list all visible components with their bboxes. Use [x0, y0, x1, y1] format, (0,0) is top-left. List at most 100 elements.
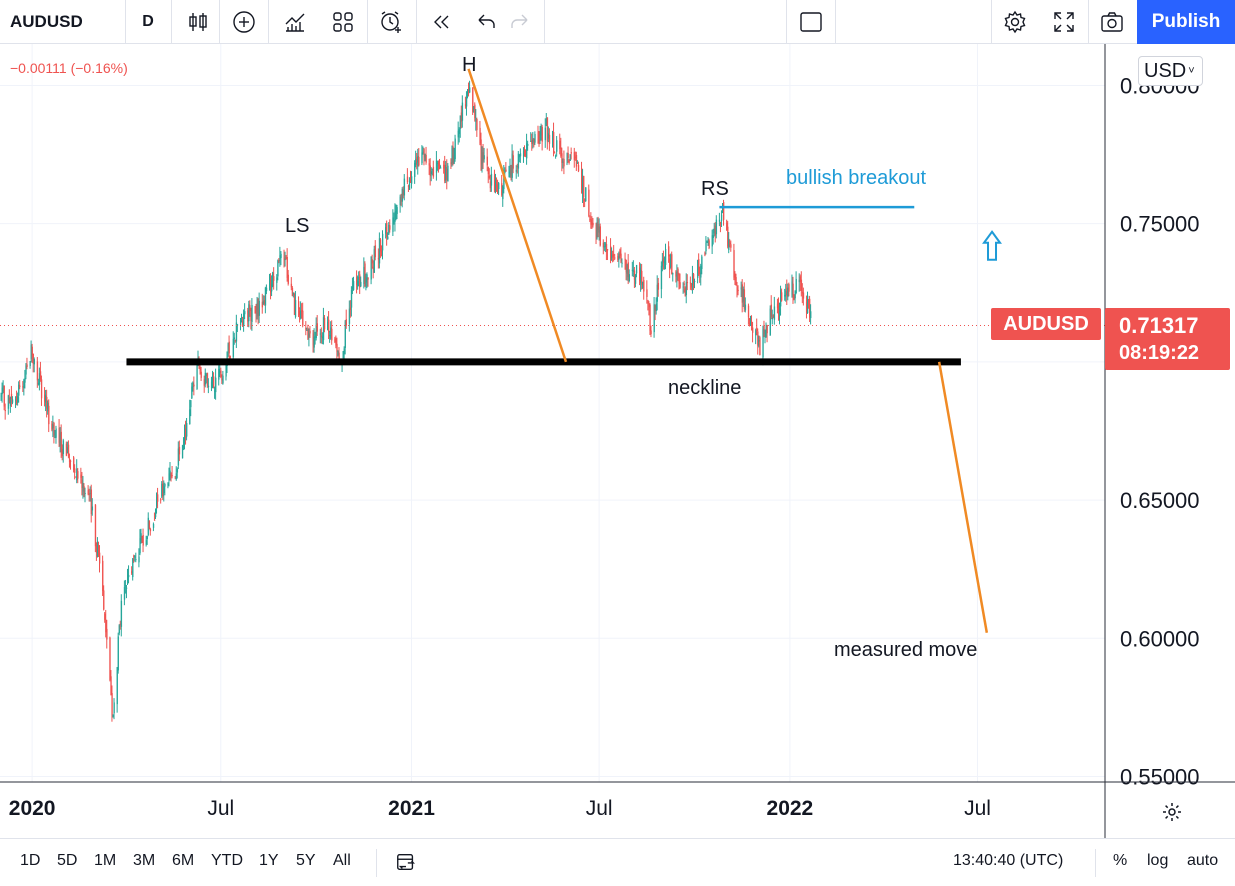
candle-body — [614, 257, 616, 259]
candle-body — [382, 233, 384, 251]
range-6m[interactable]: 6M — [172, 852, 195, 869]
currency-select[interactable]: USD ˅ — [1138, 56, 1203, 86]
toolbar-divider — [268, 0, 269, 44]
range-5d[interactable]: 5D — [57, 852, 78, 869]
axis-settings-icon[interactable] — [1160, 800, 1184, 824]
candle-body — [328, 319, 330, 333]
fullscreen-icon[interactable] — [1051, 0, 1077, 44]
add-indicator-icon[interactable] — [231, 0, 257, 44]
candle-body — [649, 304, 651, 332]
candles-icon[interactable] — [185, 0, 211, 44]
candle-body — [771, 317, 774, 320]
candle-body — [505, 169, 507, 172]
candle-body — [747, 305, 750, 318]
candle-body — [7, 395, 10, 409]
range-1y[interactable]: 1Y — [259, 852, 279, 869]
symbol-search[interactable]: AUDUSD — [10, 12, 83, 31]
candle-body — [639, 267, 641, 282]
candle-body — [87, 490, 89, 495]
indicators-icon[interactable] — [282, 0, 308, 44]
auto-toggle[interactable]: auto — [1187, 852, 1219, 869]
candle-body — [421, 152, 423, 164]
candle-body — [284, 259, 286, 261]
candle-body — [363, 266, 365, 284]
candle-body — [692, 273, 695, 284]
breakout-arrow-icon — [982, 230, 1002, 261]
candle-body — [47, 402, 49, 412]
candle-body — [357, 280, 359, 287]
percent-toggle[interactable]: % — [1113, 852, 1128, 869]
candle-body — [475, 118, 477, 122]
candle-body — [329, 335, 331, 337]
candle-body — [300, 310, 302, 319]
candle-body — [418, 156, 420, 166]
candle-body — [364, 263, 366, 287]
candle-body — [632, 269, 635, 272]
candle-body — [315, 324, 317, 339]
candle-body — [592, 222, 594, 226]
candle-body — [184, 428, 186, 444]
candle-body — [657, 282, 660, 290]
candle-body — [319, 333, 322, 335]
chart-area[interactable]: 0.550000.600000.650000.700000.750000.800… — [0, 44, 1235, 838]
layout-grid-icon[interactable] — [330, 0, 356, 44]
candle-body — [582, 177, 584, 194]
candle-body — [511, 153, 513, 178]
range-all[interactable]: All — [333, 852, 351, 869]
candle-body — [787, 287, 789, 298]
range-1m[interactable]: 1M — [94, 852, 117, 869]
candle-body — [241, 317, 243, 319]
alert-clock-icon[interactable] — [378, 0, 404, 44]
candle-body — [161, 483, 163, 497]
candle-body — [138, 556, 140, 563]
candle-body — [705, 242, 707, 252]
candle-body — [287, 274, 289, 284]
candle-body — [9, 396, 12, 406]
candle-body — [175, 473, 178, 480]
candle-body — [409, 177, 412, 181]
interval-button[interactable]: D — [142, 13, 154, 30]
candle-body — [422, 151, 424, 153]
candle-body — [0, 395, 2, 397]
candle-body — [553, 132, 555, 152]
candle-body — [229, 356, 231, 359]
range-5y[interactable]: 5Y — [296, 852, 316, 869]
undo-icon[interactable] — [473, 0, 499, 44]
candle-body — [432, 166, 435, 177]
date-range-icon[interactable] — [395, 851, 417, 873]
candle-body — [429, 165, 431, 177]
settings-icon[interactable] — [1002, 0, 1028, 44]
candle-body — [509, 165, 511, 173]
candle-body — [48, 405, 50, 425]
clock-readout[interactable]: 13:40:40 (UTC) — [953, 852, 1064, 869]
candle-body — [146, 536, 148, 540]
candle-body — [401, 188, 403, 202]
range-3m[interactable]: 3M — [133, 852, 156, 869]
head-height-line — [467, 68, 568, 363]
replay-icon[interactable] — [428, 0, 454, 44]
camera-icon[interactable] — [1098, 0, 1126, 44]
candle-body — [646, 289, 648, 298]
candle-body — [193, 384, 195, 387]
redo-icon[interactable] — [507, 0, 533, 44]
candle-body — [162, 483, 164, 497]
candle-body — [73, 457, 75, 471]
candle-body — [331, 328, 333, 341]
publish-button[interactable]: Publish — [1137, 0, 1235, 44]
range-ytd[interactable]: YTD — [211, 852, 243, 869]
candle-body — [620, 253, 622, 262]
candle-body — [342, 351, 344, 359]
candle-body — [691, 273, 694, 286]
candle-body — [730, 244, 732, 248]
price-chart[interactable]: 0.550000.600000.650000.700000.750000.800… — [0, 44, 1235, 838]
log-toggle[interactable]: log — [1147, 852, 1169, 869]
candle-body — [271, 283, 273, 292]
chevron-down-icon: ˅ — [1188, 65, 1195, 77]
layout-square-icon[interactable] — [798, 0, 824, 44]
range-1d[interactable]: 1D — [20, 852, 41, 869]
candle-body — [214, 390, 216, 392]
toolbar-divider — [544, 0, 545, 44]
candle-body — [464, 104, 467, 107]
candle-body — [656, 284, 658, 302]
candle-body — [160, 499, 162, 501]
